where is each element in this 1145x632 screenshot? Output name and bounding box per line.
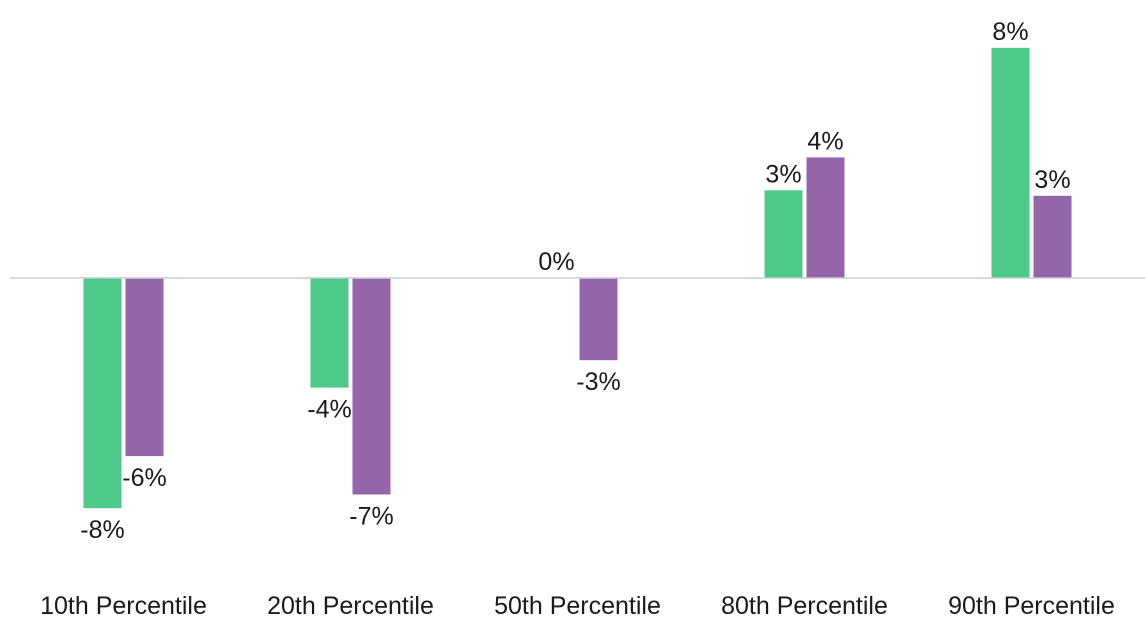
data-label-series2-4: 3% xyxy=(1034,166,1070,194)
x-tick-label-4: 90th Percentile xyxy=(948,592,1115,620)
x-tick-label-2: 50th Percentile xyxy=(494,592,661,620)
bar-series2-4 xyxy=(1033,195,1072,278)
bar-series2-2 xyxy=(579,278,618,361)
data-label-series1-4: 8% xyxy=(992,18,1028,46)
bar-series1-0 xyxy=(83,278,122,509)
data-label-series2-0: -6% xyxy=(122,464,166,492)
data-labels-layer: -8%-6%-4%-7%0%-3%3%4%8%3% xyxy=(80,18,1070,544)
data-label-series2-3: 4% xyxy=(807,127,843,155)
data-label-series1-0: -8% xyxy=(80,516,124,544)
data-label-series1-2: 0% xyxy=(538,248,574,276)
bar-series1-1 xyxy=(310,278,349,388)
data-label-series1-1: -4% xyxy=(307,396,351,424)
x-tick-label-3: 80th Percentile xyxy=(721,592,888,620)
x-tick-label-0: 10th Percentile xyxy=(40,592,207,620)
x-tick-label-1: 20th Percentile xyxy=(267,592,434,620)
bar-series2-3 xyxy=(806,157,845,278)
bars-layer xyxy=(83,47,1072,509)
data-label-series2-2: -3% xyxy=(576,368,620,396)
bar-series1-3 xyxy=(764,190,803,278)
data-label-series1-3: 3% xyxy=(765,160,801,188)
bar-series1-4 xyxy=(991,47,1030,279)
data-label-series2-1: -7% xyxy=(349,502,393,530)
x-tick-labels: 10th Percentile 20th Percentile 50th Perce… xyxy=(40,592,1115,620)
bar-series2-1 xyxy=(352,278,391,495)
bar-series2-0 xyxy=(125,278,164,457)
